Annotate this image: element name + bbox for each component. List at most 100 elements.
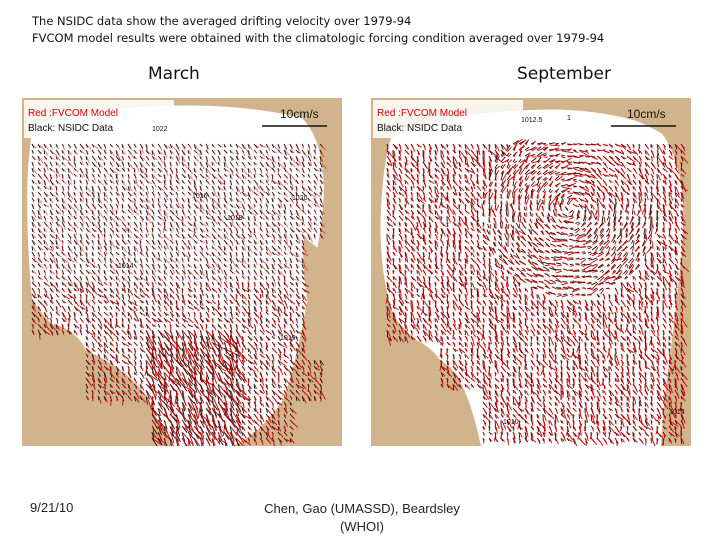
model-vector [206, 390, 214, 396]
model-vector [218, 228, 223, 232]
model-vector [74, 240, 80, 247]
model-vector [254, 192, 260, 197]
data-vector [85, 185, 88, 191]
data-vector [139, 389, 143, 394]
model-vector [170, 270, 174, 276]
data-vector [277, 263, 282, 270]
data-vector [590, 155, 596, 158]
model-vector [224, 342, 227, 355]
velocity-arrows-march [31, 143, 327, 446]
model-vector [122, 306, 125, 313]
data-vector [211, 359, 218, 367]
data-vector [217, 149, 221, 155]
data-vector [464, 161, 467, 166]
model-vector [152, 276, 157, 285]
data-vector [91, 143, 95, 148]
model-vector [230, 324, 233, 334]
model-vector [116, 294, 121, 300]
model-vector [56, 222, 63, 229]
model-vector [104, 282, 108, 286]
data-vector [277, 437, 283, 443]
model-vector [284, 192, 288, 198]
model-vector [145, 222, 148, 229]
model-vector [242, 240, 246, 247]
model-vector [387, 162, 393, 167]
model-vector [86, 258, 93, 266]
model-vector [200, 228, 206, 233]
model-vector [80, 246, 85, 253]
model-vector [152, 342, 158, 360]
data-vector [163, 257, 167, 263]
model-vector [296, 378, 300, 385]
model-vector [266, 252, 272, 257]
model-vector [290, 426, 294, 431]
model-vector [248, 432, 253, 438]
model-vector [140, 294, 145, 298]
model-vector [194, 432, 203, 440]
model-vector [212, 312, 216, 316]
data-vector [61, 197, 64, 204]
model-vector [266, 360, 271, 367]
model-vector [32, 282, 37, 288]
model-vector [290, 402, 293, 406]
model-vector [284, 372, 287, 376]
model-vector [567, 148, 573, 152]
model-vector [212, 258, 218, 267]
data-vector [536, 142, 543, 145]
land-patch-lower-left [22, 323, 92, 440]
model-vector [669, 156, 674, 160]
model-vector [248, 372, 252, 377]
model-vector [314, 144, 317, 152]
model-vector [290, 186, 293, 191]
data-vector [554, 153, 559, 157]
model-vector [230, 438, 235, 446]
model-vector [200, 300, 204, 307]
data-vector [157, 317, 161, 323]
model-vector [116, 390, 123, 399]
model-vector [260, 276, 265, 281]
model-vector [194, 294, 198, 299]
model-vector [284, 414, 287, 419]
model-vector [68, 288, 72, 294]
model-vector [140, 198, 146, 203]
model-vector [272, 144, 279, 151]
model-vector [182, 294, 185, 303]
model-vector [224, 270, 228, 277]
model-vector [435, 174, 440, 180]
data-vector [91, 257, 94, 263]
data-vector [79, 173, 82, 178]
model-vector [122, 150, 126, 155]
model-vector [242, 318, 246, 323]
data-vector [301, 233, 305, 240]
data-vector [175, 263, 178, 268]
model-vector [573, 142, 580, 146]
data-vector [253, 353, 257, 360]
model-vector [80, 162, 84, 166]
model-vector [170, 288, 175, 294]
model-vector [200, 240, 206, 244]
model-vector [320, 186, 323, 195]
model-vector [92, 354, 96, 364]
model-vector [242, 390, 247, 396]
model-vector [182, 252, 190, 259]
model-vector [164, 306, 168, 311]
model-vector [242, 408, 248, 414]
data-vector [235, 155, 239, 161]
model-vector [278, 432, 284, 438]
model-vector [663, 156, 667, 165]
data-vector [91, 251, 94, 256]
model-vector [200, 150, 203, 156]
model-vector [38, 150, 43, 154]
model-vector [206, 180, 211, 186]
model-vector [260, 390, 264, 395]
model-vector [266, 246, 273, 255]
model-vector [296, 336, 299, 342]
data-vector [301, 395, 305, 402]
data-vector [31, 179, 35, 184]
model-vector [56, 294, 60, 298]
data-vector [542, 163, 549, 169]
model-vector [104, 240, 107, 249]
model-vector [657, 156, 665, 166]
model-vector [176, 366, 182, 377]
model-vector [98, 252, 104, 258]
